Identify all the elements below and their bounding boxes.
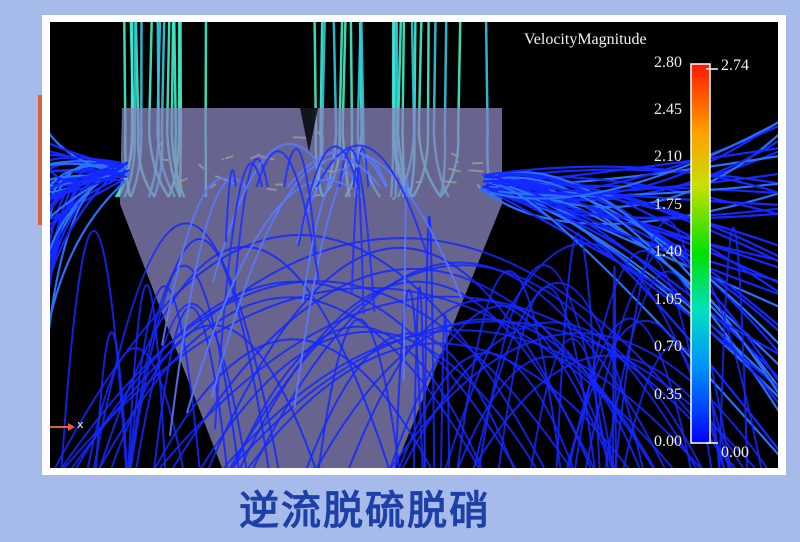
streamline <box>315 318 656 468</box>
legend-min-label: 0.00 <box>721 444 749 461</box>
streamline <box>718 226 749 468</box>
streamline <box>161 177 238 346</box>
legend-title: VelocityMagnitude <box>524 31 647 48</box>
streamline <box>50 175 111 187</box>
streamline <box>283 148 318 255</box>
cfd-visualization: x VelocityMagnitude 2.80 2.45 2.10 1.75 … <box>50 22 778 468</box>
streamline <box>252 261 666 468</box>
legend-tick: 1.75 <box>654 196 682 213</box>
streamline <box>352 167 365 314</box>
streamline <box>401 321 703 468</box>
streamline <box>497 286 596 468</box>
streamline <box>230 320 756 468</box>
streamline <box>492 120 778 197</box>
streamline <box>480 121 778 200</box>
streamline <box>50 178 125 221</box>
streamline <box>50 160 118 166</box>
caption: 逆流脱硫脱硝 <box>239 488 491 534</box>
streamline <box>212 143 334 283</box>
axis-triad <box>50 423 75 431</box>
streamline <box>350 147 370 294</box>
side-strip <box>38 95 43 225</box>
streamline <box>86 347 185 468</box>
streamline <box>489 190 778 355</box>
streamline <box>296 149 387 244</box>
streamline <box>172 267 654 468</box>
streamline <box>611 265 617 468</box>
streamline <box>50 166 122 282</box>
streamline <box>585 243 763 468</box>
streamline <box>214 162 264 430</box>
streamline <box>444 242 725 468</box>
streamline <box>50 172 124 190</box>
streamline <box>315 144 429 258</box>
streamline <box>494 175 778 405</box>
streamline <box>398 351 574 468</box>
legend-tick: 1.40 <box>654 243 682 260</box>
legend-tick: 0.70 <box>654 338 682 355</box>
streamline <box>338 148 376 312</box>
legend-max-label: 2.74 <box>721 57 749 74</box>
legend-tick: 2.10 <box>654 148 682 165</box>
streamline <box>456 270 562 468</box>
streamline <box>297 145 360 246</box>
streamline <box>50 168 127 175</box>
streamline <box>50 169 125 176</box>
streamline <box>159 295 736 468</box>
streamline <box>473 281 644 468</box>
streamline <box>440 314 451 468</box>
streamline <box>498 184 778 456</box>
streamline <box>50 179 127 324</box>
streamline <box>128 285 201 468</box>
streamline <box>75 280 517 468</box>
streamline <box>412 286 427 468</box>
streamline <box>484 165 778 194</box>
streamline <box>496 182 778 206</box>
streamline <box>128 265 240 468</box>
legend-tick: 0.00 <box>654 433 682 450</box>
streamline <box>348 299 614 468</box>
streamline <box>255 150 320 280</box>
streamline <box>50 163 114 189</box>
streamline <box>301 168 359 304</box>
colorbar <box>690 63 711 444</box>
streamline <box>135 302 248 468</box>
streamline <box>61 280 572 468</box>
streamline <box>484 175 778 247</box>
streamline <box>50 175 128 209</box>
streamline <box>478 264 609 468</box>
streamline <box>50 142 123 170</box>
streamline <box>50 162 115 274</box>
streamline <box>494 139 778 201</box>
streamline <box>129 238 270 468</box>
legend-tick: 1.05 <box>654 291 682 308</box>
streamline <box>390 332 768 468</box>
streamline <box>491 170 778 395</box>
legend-tick: 2.45 <box>654 101 682 118</box>
legend-tick: 2.80 <box>654 54 682 71</box>
streamline <box>229 264 697 468</box>
streamline <box>498 185 778 284</box>
streamline <box>93 222 280 468</box>
streamline <box>286 149 463 299</box>
legend-tick: 0.35 <box>654 386 682 403</box>
streamline <box>394 289 424 468</box>
streamline <box>50 169 130 197</box>
streamline <box>50 161 123 210</box>
axis-x-label: x <box>77 418 84 431</box>
streamline <box>402 176 409 381</box>
streamline <box>317 318 401 468</box>
streamline <box>604 270 731 468</box>
streamline <box>210 157 381 399</box>
streamline <box>50 165 129 219</box>
streamline <box>185 179 351 414</box>
vessel-notch <box>300 108 318 152</box>
streamline-scene <box>50 22 778 468</box>
streamline <box>224 168 237 243</box>
